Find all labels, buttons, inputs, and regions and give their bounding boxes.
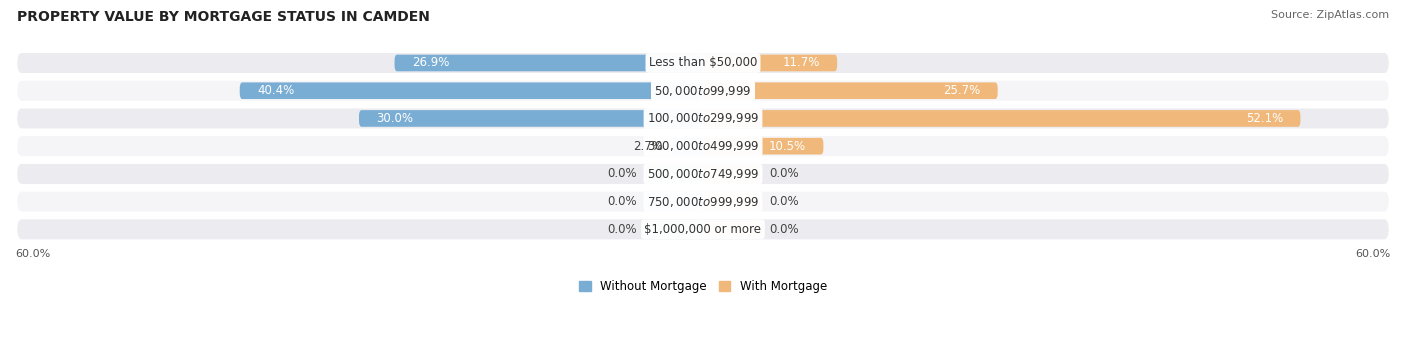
FancyBboxPatch shape: [703, 193, 761, 210]
FancyBboxPatch shape: [395, 55, 703, 71]
Text: 0.0%: 0.0%: [769, 223, 799, 236]
Text: 52.1%: 52.1%: [1246, 112, 1284, 125]
FancyBboxPatch shape: [17, 136, 1389, 156]
Text: Less than $50,000: Less than $50,000: [648, 56, 758, 69]
Text: 0.0%: 0.0%: [769, 167, 799, 181]
Text: $750,000 to $999,999: $750,000 to $999,999: [647, 194, 759, 209]
Text: 2.7%: 2.7%: [633, 140, 662, 153]
Text: 0.0%: 0.0%: [607, 167, 637, 181]
Text: 60.0%: 60.0%: [1355, 249, 1391, 259]
FancyBboxPatch shape: [703, 110, 1301, 127]
FancyBboxPatch shape: [703, 166, 761, 182]
Text: 26.9%: 26.9%: [412, 56, 449, 69]
Text: $50,000 to $99,999: $50,000 to $99,999: [654, 84, 752, 98]
FancyBboxPatch shape: [703, 138, 824, 154]
Text: $1,000,000 or more: $1,000,000 or more: [644, 223, 762, 236]
Text: 0.0%: 0.0%: [607, 195, 637, 208]
Text: $500,000 to $749,999: $500,000 to $749,999: [647, 167, 759, 181]
FancyBboxPatch shape: [240, 82, 703, 99]
FancyBboxPatch shape: [17, 108, 1389, 129]
Text: $300,000 to $499,999: $300,000 to $499,999: [647, 139, 759, 153]
FancyBboxPatch shape: [17, 81, 1389, 101]
FancyBboxPatch shape: [703, 82, 998, 99]
FancyBboxPatch shape: [17, 53, 1389, 73]
Text: 0.0%: 0.0%: [769, 195, 799, 208]
Text: 10.5%: 10.5%: [769, 140, 806, 153]
Text: $100,000 to $299,999: $100,000 to $299,999: [647, 112, 759, 125]
Text: 60.0%: 60.0%: [15, 249, 51, 259]
FancyBboxPatch shape: [645, 193, 703, 210]
FancyBboxPatch shape: [17, 219, 1389, 239]
Text: Source: ZipAtlas.com: Source: ZipAtlas.com: [1271, 10, 1389, 20]
Text: 11.7%: 11.7%: [783, 56, 820, 69]
Text: PROPERTY VALUE BY MORTGAGE STATUS IN CAMDEN: PROPERTY VALUE BY MORTGAGE STATUS IN CAM…: [17, 10, 430, 24]
FancyBboxPatch shape: [359, 110, 703, 127]
FancyBboxPatch shape: [703, 55, 837, 71]
FancyBboxPatch shape: [703, 221, 761, 238]
FancyBboxPatch shape: [17, 192, 1389, 211]
Legend: Without Mortgage, With Mortgage: Without Mortgage, With Mortgage: [579, 280, 827, 293]
Text: 30.0%: 30.0%: [377, 112, 413, 125]
Text: 40.4%: 40.4%: [257, 84, 294, 97]
Text: 0.0%: 0.0%: [607, 223, 637, 236]
FancyBboxPatch shape: [645, 166, 703, 182]
FancyBboxPatch shape: [645, 221, 703, 238]
Text: 25.7%: 25.7%: [943, 84, 980, 97]
FancyBboxPatch shape: [17, 164, 1389, 184]
FancyBboxPatch shape: [672, 138, 703, 154]
